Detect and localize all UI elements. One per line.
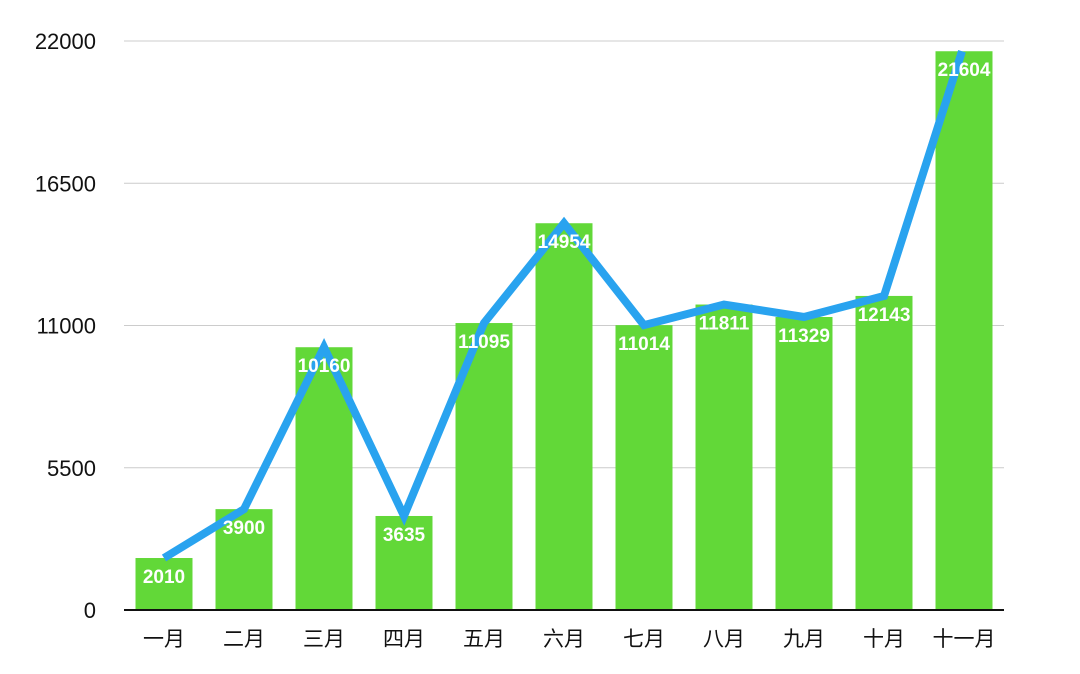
y-tick-label: 5500 xyxy=(47,456,96,481)
bar xyxy=(535,223,593,611)
y-tick-label: 16500 xyxy=(35,171,96,196)
x-tick-label: 三月 xyxy=(303,628,345,651)
bar xyxy=(775,316,833,610)
bar xyxy=(215,509,273,610)
bar xyxy=(375,515,433,610)
data-label: 11014 xyxy=(618,334,670,355)
data-label: 21604 xyxy=(938,60,991,81)
bar xyxy=(135,558,193,610)
data-label: 11811 xyxy=(699,314,750,335)
y-tick-label: 22000 xyxy=(35,29,96,54)
x-tick-label: 六月 xyxy=(543,628,585,651)
x-tick-label: 一月 xyxy=(143,628,185,651)
data-label: 14954 xyxy=(538,232,591,253)
bar xyxy=(935,51,993,610)
x-axis-ticks: 一月 二月 三月 四月 五月 六月 七月 八月 九月 十月 十一月 xyxy=(143,628,996,651)
x-tick-label: 十月 xyxy=(863,628,905,651)
x-tick-label: 八月 xyxy=(703,628,745,651)
data-label: 2010 xyxy=(143,567,185,588)
data-label: 10160 xyxy=(298,356,351,377)
x-tick-label: 七月 xyxy=(623,628,665,651)
x-tick-label: 五月 xyxy=(463,628,505,651)
data-label: 11329 xyxy=(778,326,830,347)
bar xyxy=(615,325,673,610)
data-label: 3635 xyxy=(383,525,426,546)
data-labels: 2010 3900 10160 3635 11095 14954 11014 11811 113… xyxy=(143,60,991,588)
y-tick-label: 11000 xyxy=(36,314,96,339)
data-label: 3900 xyxy=(223,518,265,539)
bar xyxy=(695,304,753,610)
bars xyxy=(135,51,993,611)
y-axis-ticks: 0 5500 11000 16500 22000 xyxy=(35,29,96,623)
x-tick-label: 九月 xyxy=(783,628,825,651)
x-tick-label: 四月 xyxy=(383,628,425,651)
data-label: 12143 xyxy=(858,305,911,326)
x-tick-label: 十一月 xyxy=(933,628,996,651)
y-tick-label: 0 xyxy=(84,598,96,623)
series-line xyxy=(161,50,966,562)
trend-line xyxy=(161,50,966,562)
x-tick-label: 二月 xyxy=(223,628,265,651)
bar xyxy=(855,295,913,610)
data-label: 11095 xyxy=(458,332,510,353)
